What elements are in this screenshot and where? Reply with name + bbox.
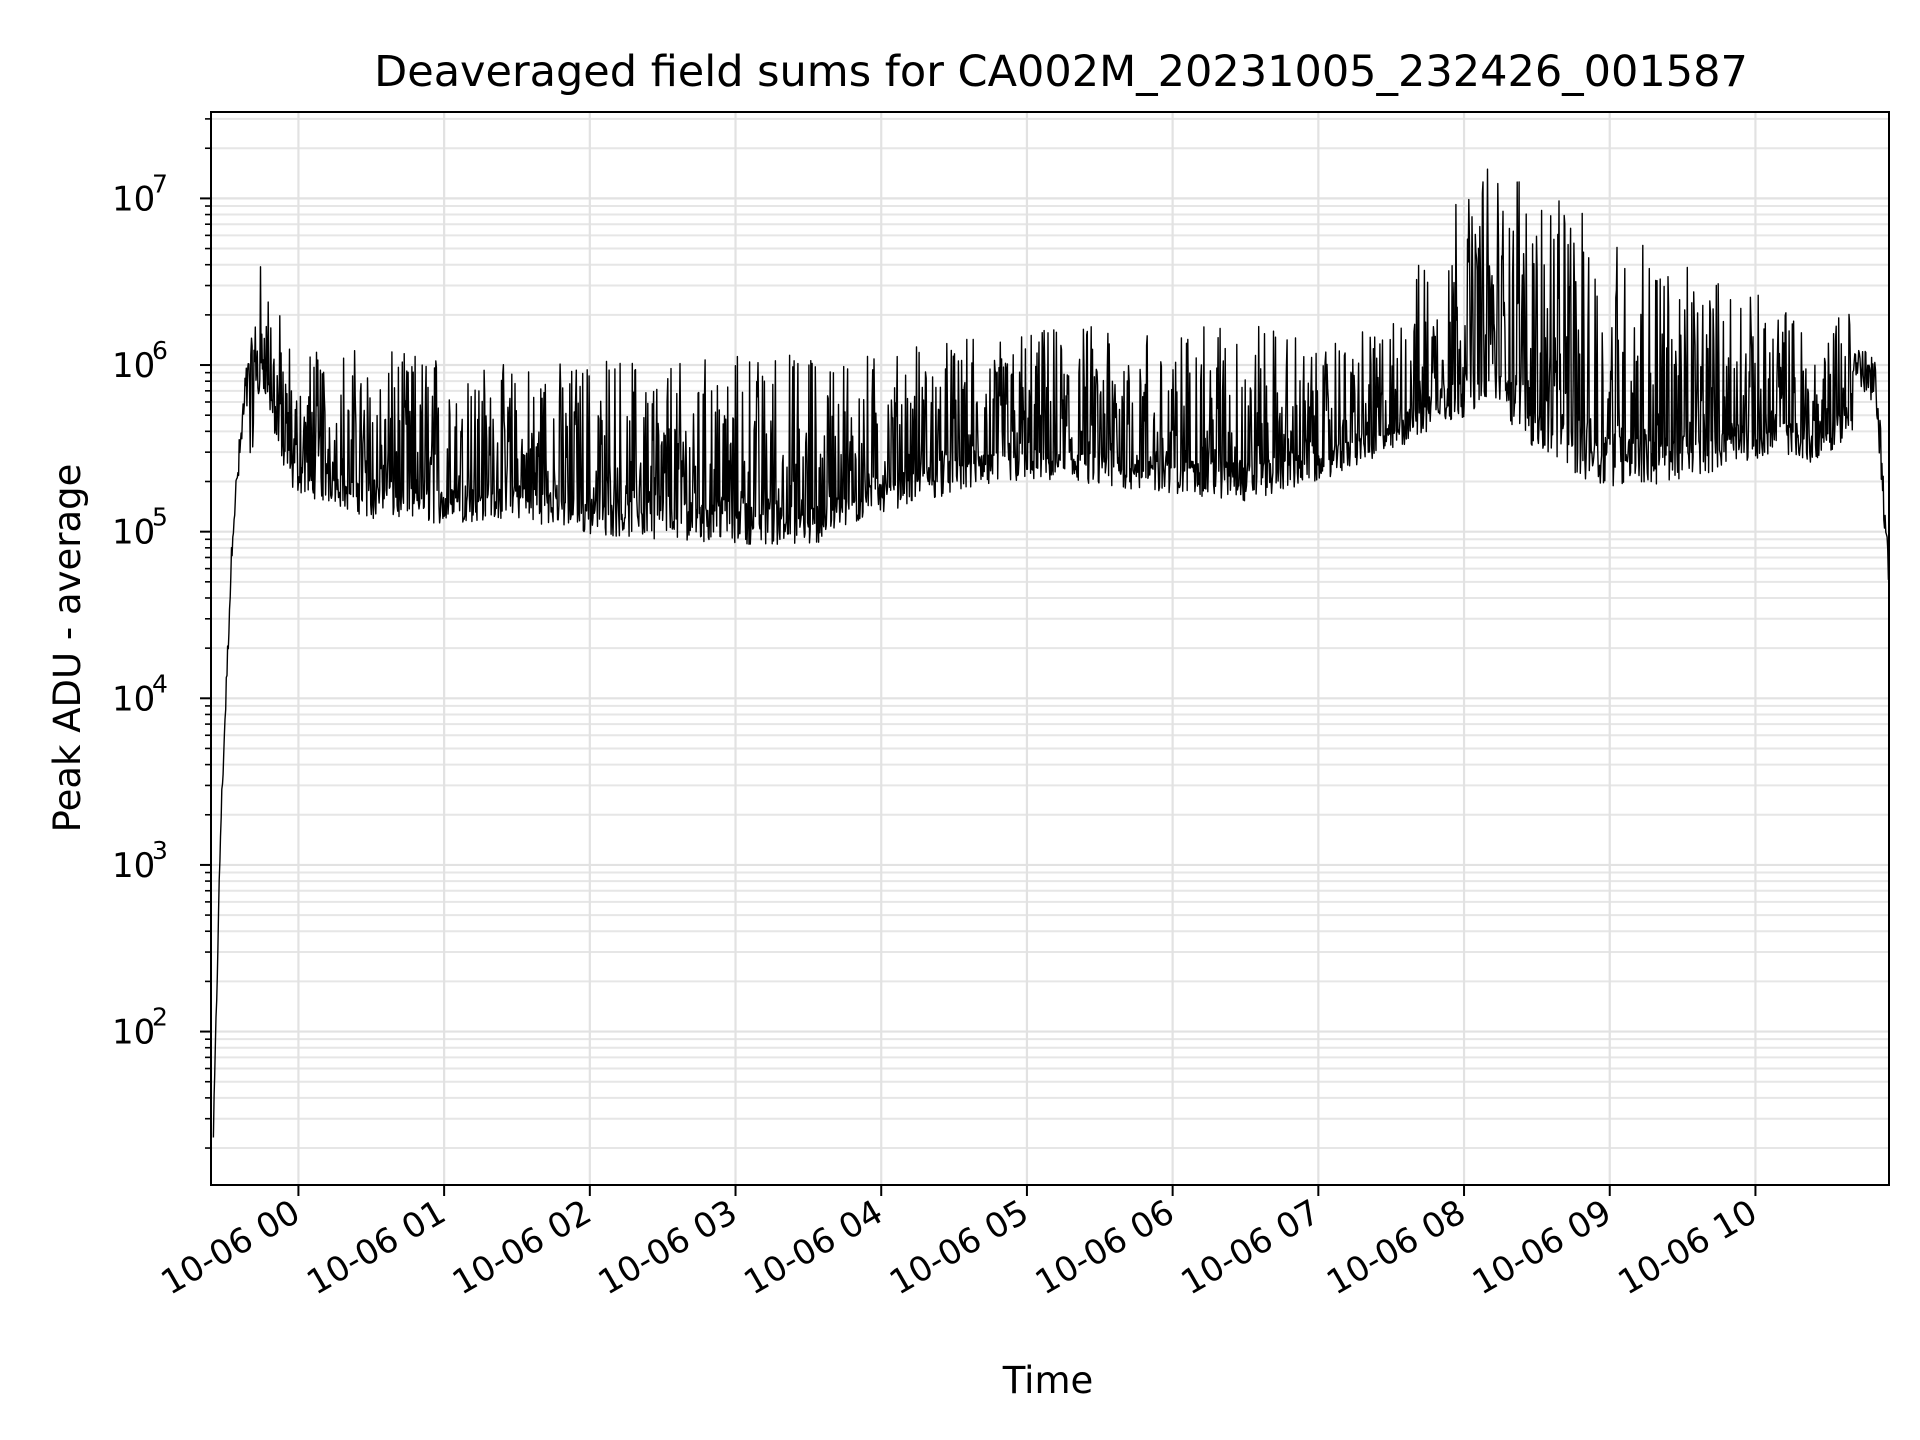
x-tick-label: 10-06 04 bbox=[737, 1192, 889, 1303]
y-tick-exponent: 2 bbox=[152, 1003, 168, 1032]
y-tick-exponent: 3 bbox=[152, 836, 168, 865]
x-tick-label: 10-06 07 bbox=[1174, 1192, 1326, 1303]
x-tick-label: 10-06 02 bbox=[446, 1192, 598, 1303]
y-tick-exponent: 7 bbox=[152, 169, 168, 198]
grid bbox=[211, 112, 1889, 1185]
series-line bbox=[212, 168, 1890, 1138]
y-tick-label: 10 bbox=[112, 1013, 155, 1053]
x-tick-label: 10-06 00 bbox=[155, 1192, 307, 1303]
y-tick-label: 10 bbox=[112, 346, 155, 386]
x-axis-label: Time bbox=[1002, 1359, 1094, 1402]
x-tick-label: 10-06 06 bbox=[1029, 1192, 1181, 1303]
y-tick-label: 10 bbox=[112, 679, 155, 719]
y-axis-label: Peak ADU - average bbox=[46, 464, 89, 833]
x-tick-label: 10-06 05 bbox=[883, 1192, 1035, 1303]
y-tick-label: 10 bbox=[112, 179, 155, 219]
y-tick-label: 10 bbox=[112, 513, 155, 553]
y-tick-exponent: 4 bbox=[152, 669, 168, 698]
x-tick-label: 10-06 09 bbox=[1466, 1192, 1618, 1303]
y-tick-exponent: 6 bbox=[152, 336, 168, 365]
x-tick-label: 10-06 03 bbox=[592, 1192, 744, 1303]
chart-title: Deaveraged field sums for CA002M_2023100… bbox=[374, 47, 1748, 97]
x-tick-label: 10-06 10 bbox=[1612, 1192, 1764, 1303]
x-tick-label: 10-06 01 bbox=[300, 1192, 452, 1303]
y-tick-exponent: 5 bbox=[152, 503, 168, 532]
x-tick-label: 10-06 08 bbox=[1320, 1192, 1472, 1303]
y-tick-label: 10 bbox=[112, 846, 155, 886]
